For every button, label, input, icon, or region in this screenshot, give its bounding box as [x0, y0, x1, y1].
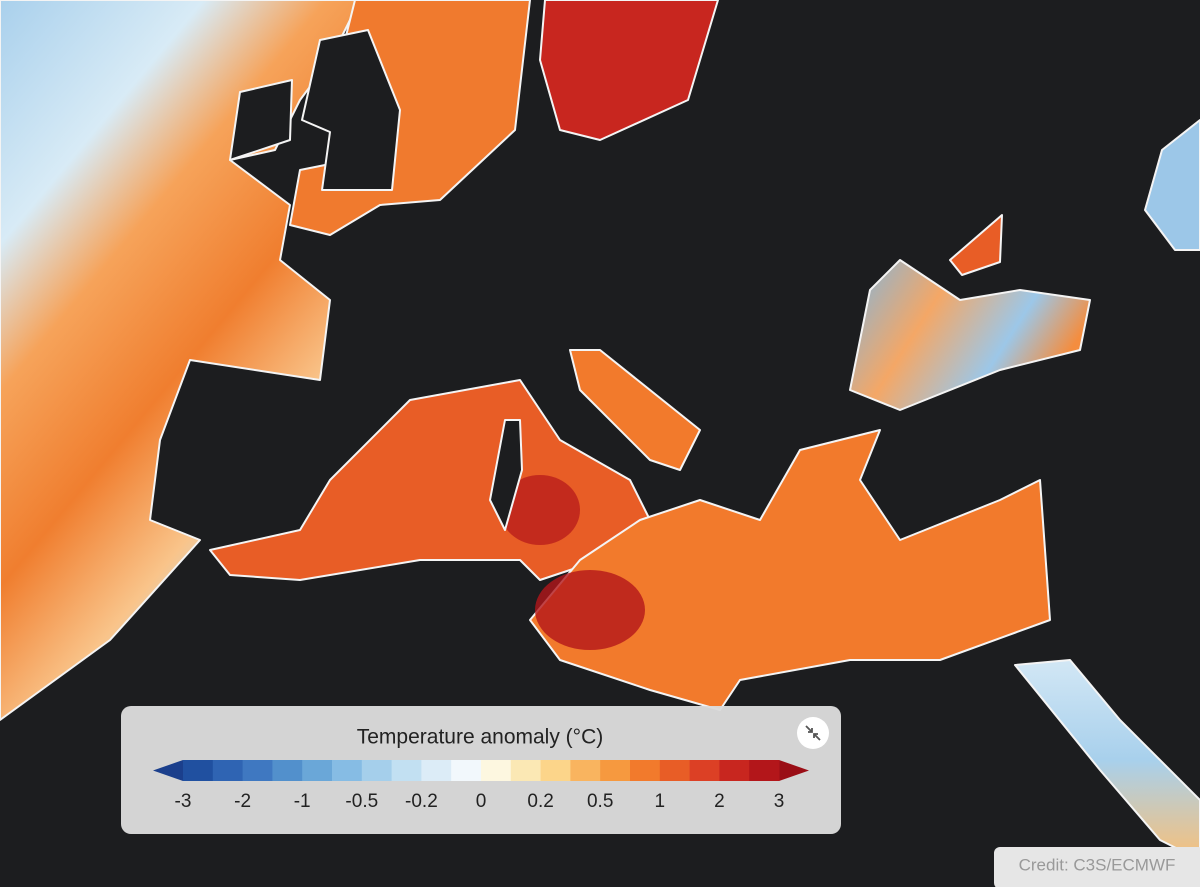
- sardinia-corsica: [489, 419, 523, 531]
- colorbar-segment: [302, 760, 333, 781]
- colorbar-tick-label: -3: [175, 791, 192, 812]
- colorbar-tick-label: 0: [476, 791, 487, 812]
- baltic-sea: [539, 0, 719, 141]
- black-sea: [849, 259, 1091, 411]
- legend-title: Temperature anomaly (°C): [357, 726, 603, 749]
- colorbar-segment: [540, 760, 571, 781]
- colorbar-segment: [481, 760, 512, 781]
- colorbar-tick-label: 0.5: [587, 791, 613, 812]
- colorbar-segment: [421, 760, 452, 781]
- colorbar-under-arrow: [153, 760, 183, 781]
- colorbar-tick-label: 1: [655, 791, 666, 812]
- credit-text: Credit: C3S/ECMWF: [1019, 855, 1176, 874]
- colorbar-tick-label: -0.5: [345, 791, 378, 812]
- colorbar-segment: [391, 760, 422, 781]
- colorbar-segment: [689, 760, 720, 781]
- collapse-button[interactable]: [797, 717, 829, 749]
- colorbar-segment: [659, 760, 691, 781]
- caspian-sea: [1144, 119, 1200, 251]
- colorbar-segment: [212, 760, 244, 781]
- colorbar-segment: [332, 760, 363, 781]
- colorbar-segment: [272, 760, 303, 781]
- credit-background: [994, 847, 1200, 887]
- hotspot: [535, 570, 645, 650]
- colorbar-tick-label: -0.2: [405, 791, 438, 812]
- colorbar-over-arrow: [779, 760, 809, 781]
- colorbar-tick-label: -2: [234, 791, 251, 812]
- colorbar-segment: [242, 760, 273, 781]
- colorbar-tick-label: -1: [294, 791, 311, 812]
- colorbar-segment: [630, 760, 661, 781]
- colorbar-tick-label: 2: [714, 791, 725, 812]
- red-sea: [1014, 659, 1200, 861]
- ireland: [229, 79, 293, 161]
- colorbar-segment: [183, 760, 214, 781]
- colorbar-segment: [510, 760, 542, 781]
- colorbar-segment: [719, 760, 750, 781]
- colorbar-segment: [749, 760, 780, 781]
- colorbar-segment: [361, 760, 393, 781]
- colorbar-segment: [451, 760, 482, 781]
- credit-box: Credit: C3S/ECMWF: [994, 847, 1200, 887]
- colorbar-tick-label: 3: [774, 791, 785, 812]
- legend: Temperature anomaly (°C) -3 -2 -1 -0.5 -0.2 0…: [121, 706, 841, 834]
- hotspot: [500, 475, 580, 545]
- collapse-icon: [805, 725, 821, 741]
- colorbar-tick-label: 0.2: [527, 791, 553, 812]
- collapse-button-circle[interactable]: [797, 717, 829, 749]
- colorbar-segment: [570, 760, 601, 781]
- colorbar-segment: [600, 760, 631, 781]
- adriatic-sea: [569, 349, 701, 471]
- great-britain: [301, 29, 401, 191]
- sea-of-azov: [949, 214, 1003, 276]
